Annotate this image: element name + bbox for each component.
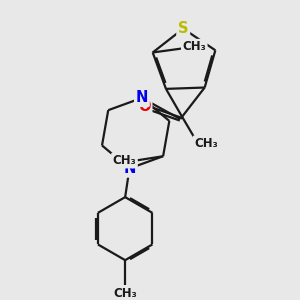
Text: O: O (138, 99, 151, 114)
Text: N: N (123, 161, 136, 176)
Text: CH₃: CH₃ (182, 40, 206, 53)
Text: N: N (136, 90, 148, 105)
Text: CH₃: CH₃ (112, 154, 136, 167)
Text: CH₃: CH₃ (113, 286, 137, 300)
Text: S: S (178, 21, 188, 36)
Text: CH₃: CH₃ (194, 137, 218, 150)
